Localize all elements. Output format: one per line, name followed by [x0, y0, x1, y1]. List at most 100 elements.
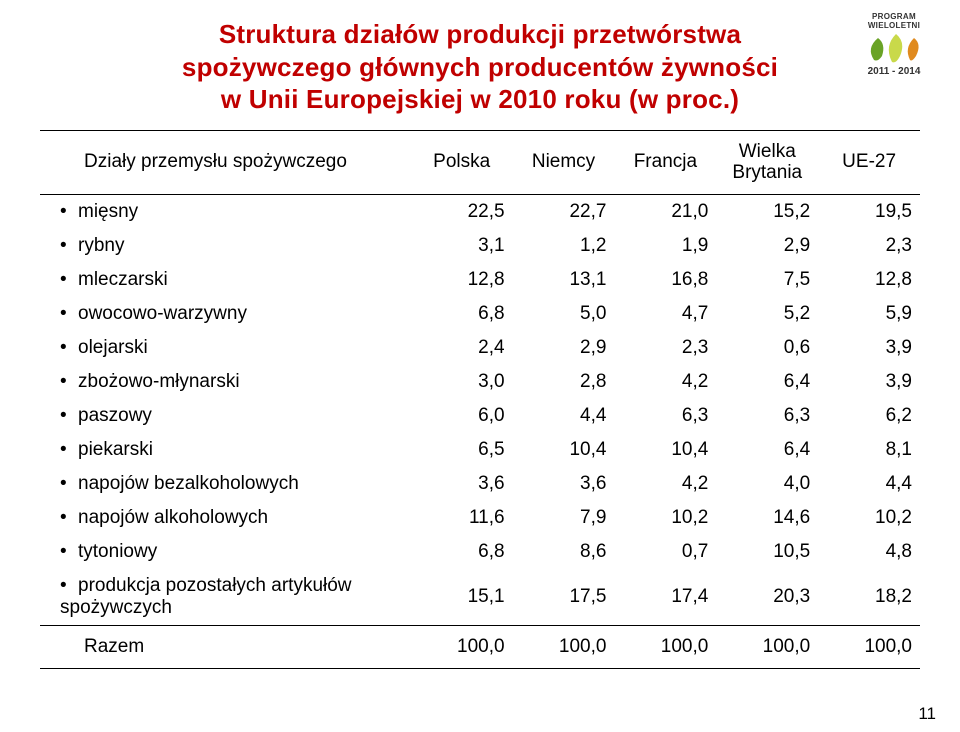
table-row: •piekarski6,510,410,46,48,1	[40, 433, 920, 467]
cell: 8,6	[513, 535, 615, 569]
cell: 4,0	[716, 467, 818, 501]
cell: 11,6	[411, 501, 513, 535]
logo-years: 2011 - 2014	[854, 66, 934, 77]
cell: 3,9	[818, 331, 920, 365]
cell: 10,5	[716, 535, 818, 569]
cell: 15,2	[716, 195, 818, 230]
cell: 2,3	[818, 229, 920, 263]
table-footer-row: Razem 100,0 100,0 100,0 100,0 100,0	[40, 626, 920, 669]
table-body: •mięsny22,522,721,015,219,5•rybny3,11,21…	[40, 195, 920, 626]
cell: 12,8	[818, 263, 920, 297]
cell: 2,9	[716, 229, 818, 263]
cell: 4,2	[614, 467, 716, 501]
col-header: Niemcy	[513, 130, 615, 195]
table-row: •paszowy6,04,46,36,36,2	[40, 399, 920, 433]
table-row: •mleczarski12,813,116,87,512,8	[40, 263, 920, 297]
cell: 6,3	[716, 399, 818, 433]
row-label: •mięsny	[40, 195, 411, 230]
table-row: •rybny3,11,21,92,92,3	[40, 229, 920, 263]
cell: 5,2	[716, 297, 818, 331]
cell: 6,5	[411, 433, 513, 467]
cell: 3,1	[411, 229, 513, 263]
footer-label: Razem	[40, 626, 411, 669]
bullet-icon: •	[60, 201, 78, 223]
cell: 21,0	[614, 195, 716, 230]
logo-top-text: PROGRAM WIELOLETNI	[854, 12, 934, 30]
cell: 3,0	[411, 365, 513, 399]
footer-cell: 100,0	[614, 626, 716, 669]
cell: 6,4	[716, 365, 818, 399]
row-label-text: mleczarski	[78, 269, 168, 290]
col-header: WielkaBrytania	[716, 130, 818, 195]
title-line-2: spożywczego głównych producentów żywnośc…	[182, 52, 778, 82]
cell: 19,5	[818, 195, 920, 230]
table-row: •napojów alkoholowych11,67,910,214,610,2	[40, 501, 920, 535]
bullet-icon: •	[60, 269, 78, 291]
title-line-3: w Unii Europejskiej w 2010 roku (w proc.…	[221, 84, 739, 114]
row-label-text: produkcja pozostałych artykułów spożywcz…	[60, 575, 352, 618]
program-logo: PROGRAM WIELOLETNI 2011 - 2014	[854, 12, 934, 77]
table-row: •produkcja pozostałych artykułów spożywc…	[40, 569, 920, 626]
cell: 15,1	[411, 569, 513, 626]
row-label: •piekarski	[40, 433, 411, 467]
cell: 22,5	[411, 195, 513, 230]
cell: 13,1	[513, 263, 615, 297]
row-label-text: owocowo-warzywny	[78, 303, 247, 324]
row-label-text: zbożowo-młynarski	[78, 371, 240, 392]
table-header-row: Działy przemysłu spożywczego Polska Niem…	[40, 130, 920, 195]
cell: 10,2	[614, 501, 716, 535]
col-header-text: WielkaBrytania	[732, 141, 802, 185]
cell: 0,7	[614, 535, 716, 569]
bullet-icon: •	[60, 507, 78, 529]
cell: 6,8	[411, 535, 513, 569]
cell: 6,3	[614, 399, 716, 433]
row-label: •produkcja pozostałych artykułów spożywc…	[40, 569, 411, 626]
col-header: Francja	[614, 130, 716, 195]
col-header: Polska	[411, 130, 513, 195]
cell: 3,9	[818, 365, 920, 399]
cell: 6,0	[411, 399, 513, 433]
row-label-text: piekarski	[78, 439, 153, 460]
table-row: •olejarski2,42,92,30,63,9	[40, 331, 920, 365]
cell: 1,9	[614, 229, 716, 263]
cell: 4,4	[513, 399, 615, 433]
logo-leaves-icon	[854, 30, 934, 64]
cell: 10,2	[818, 501, 920, 535]
row-label: •zbożowo-młynarski	[40, 365, 411, 399]
table-row: •mięsny22,522,721,015,219,5	[40, 195, 920, 230]
cell: 7,9	[513, 501, 615, 535]
row-label-text: napojów bezalkoholowych	[78, 473, 299, 494]
cell: 16,8	[614, 263, 716, 297]
cell: 2,3	[614, 331, 716, 365]
col-header: UE-27	[818, 130, 920, 195]
cell: 7,5	[716, 263, 818, 297]
bullet-icon: •	[60, 575, 78, 597]
row-label: •owocowo-warzywny	[40, 297, 411, 331]
cell: 1,2	[513, 229, 615, 263]
row-label-text: tytoniowy	[78, 541, 157, 562]
bullet-icon: •	[60, 371, 78, 393]
table-row: •napojów bezalkoholowych3,63,64,24,04,4	[40, 467, 920, 501]
header-label: Działy przemysłu spożywczego	[40, 130, 411, 195]
bullet-icon: •	[60, 541, 78, 563]
row-label: •rybny	[40, 229, 411, 263]
bullet-icon: •	[60, 405, 78, 427]
cell: 14,6	[716, 501, 818, 535]
bullet-icon: •	[60, 439, 78, 461]
footer-cell: 100,0	[513, 626, 615, 669]
cell: 10,4	[513, 433, 615, 467]
row-label-text: paszowy	[78, 405, 152, 426]
cell: 4,2	[614, 365, 716, 399]
table-row: •tytoniowy6,88,60,710,54,8	[40, 535, 920, 569]
row-label-text: olejarski	[78, 337, 148, 358]
cell: 2,8	[513, 365, 615, 399]
table-row: •owocowo-warzywny6,85,04,75,25,9	[40, 297, 920, 331]
row-label: •mleczarski	[40, 263, 411, 297]
row-label: •napojów alkoholowych	[40, 501, 411, 535]
footer-cell: 100,0	[818, 626, 920, 669]
footer-cell: 100,0	[716, 626, 818, 669]
cell: 20,3	[716, 569, 818, 626]
title-line-1: Struktura działów produkcji przetwórstwa	[219, 19, 741, 49]
bullet-icon: •	[60, 473, 78, 495]
cell: 2,4	[411, 331, 513, 365]
